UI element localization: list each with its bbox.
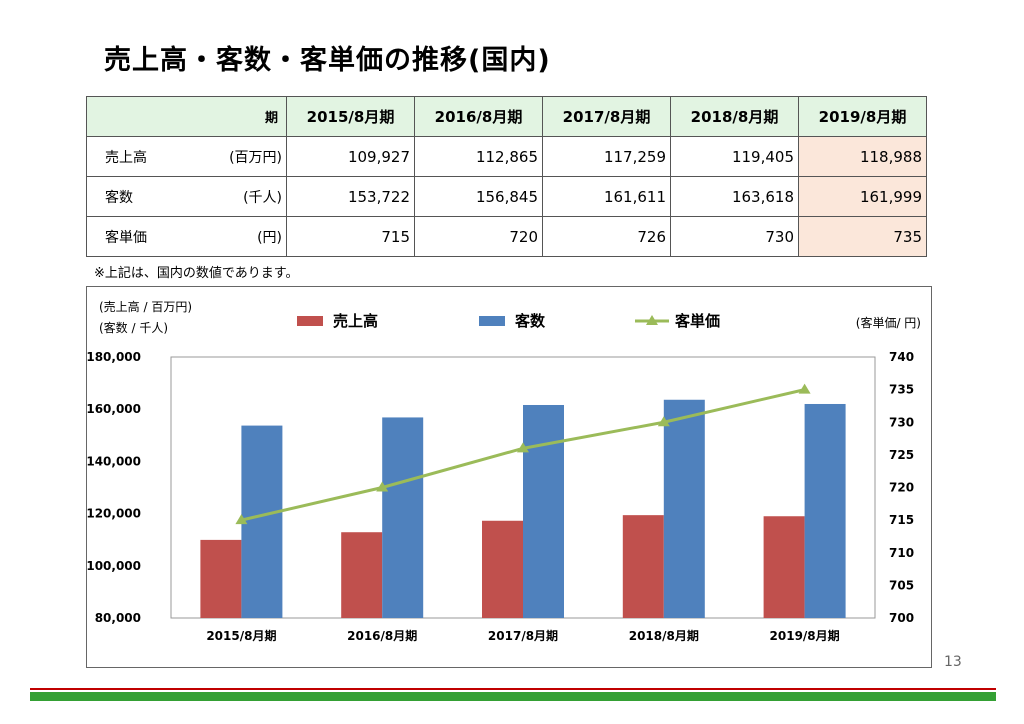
bar-sales: [763, 516, 805, 618]
right-tick-label: 700: [889, 611, 914, 625]
right-tick-label: 730: [889, 415, 914, 429]
summary-table: 期 2015/8月期 2016/8月期 2017/8月期 2018/8月期 20…: [86, 96, 927, 257]
table-cell: 161,611: [542, 176, 671, 217]
unit-price-point: [798, 383, 811, 394]
bar-sales: [341, 532, 383, 618]
right-tick-label: 735: [889, 383, 914, 397]
bar-customers: [241, 425, 283, 618]
left-tick-label: 160,000: [87, 402, 141, 416]
page-number: 13: [944, 654, 962, 670]
column-header: 2019/8月期: [798, 96, 927, 137]
left-axis-label-line2: (客数 / 千人): [99, 320, 168, 335]
bar-series: [200, 399, 846, 618]
legend-label: 売上高: [333, 312, 378, 330]
row-label: 客数: [105, 189, 133, 206]
chart-container: (売上高 / 百万円) (客数 / 千人) (客単価/ 円) 売上高 客数 客単価 …: [86, 286, 932, 668]
row-unit: (千人): [243, 189, 282, 206]
row-label-cell: 客単価 (円): [86, 216, 287, 257]
unit-price-point: [517, 442, 529, 453]
legend-label: 客単価: [674, 312, 720, 330]
legend-marker: [646, 315, 658, 325]
x-tick-label: 2017/8月期: [488, 628, 558, 643]
right-tick-label: 710: [889, 546, 914, 560]
bar-sales: [482, 520, 523, 618]
column-header: 2017/8月期: [542, 96, 671, 137]
row-unit: (百万円): [229, 149, 282, 166]
table-cell: 720: [414, 216, 543, 257]
bar-sales: [622, 515, 664, 618]
bar-customers: [663, 399, 705, 618]
table-cell: 715: [286, 216, 415, 257]
x-tick-label: 2019/8月期: [770, 628, 840, 643]
table-header-row: 期 2015/8月期 2016/8月期 2017/8月期 2018/8月期 20…: [86, 96, 927, 137]
right-tick-label: 725: [889, 448, 914, 462]
bar-customers: [804, 403, 846, 618]
left-axis-label-line1: (売上高 / 百万円): [99, 299, 192, 314]
row-unit: (円): [257, 229, 282, 246]
table-cell: 163,618: [670, 176, 799, 217]
row-label: 売上高: [105, 149, 147, 166]
left-tick-label: 80,000: [95, 611, 141, 625]
left-axis: 80,000 100,000 120,000 140,000 160,000 180,00…: [86, 350, 141, 625]
left-tick-label: 180,000: [87, 350, 141, 364]
bar-customers: [382, 417, 424, 618]
left-tick-label: 120,000: [87, 507, 141, 521]
left-tick-label: 100,000: [87, 559, 141, 573]
table-cell-highlighted: 118,988: [798, 136, 927, 177]
unit-price-point: [657, 416, 670, 427]
table-row-unit-price: 客単価 (円) 715 720 726 730 735: [86, 216, 927, 257]
combo-chart: (売上高 / 百万円) (客数 / 千人) (客単価/ 円) 売上高 客数 客単価 …: [86, 299, 921, 643]
table-cell-highlighted: 735: [798, 216, 927, 257]
footer-red-rule: [30, 688, 996, 690]
table-cell: 153,722: [286, 176, 415, 217]
unit-price-point: [235, 514, 248, 525]
row-label: 客単価: [105, 229, 147, 246]
table-cell: 109,927: [286, 136, 415, 177]
left-tick-label: 140,000: [87, 454, 141, 468]
right-axis: 700 705 710 715 720 725 730 735 740: [889, 350, 914, 625]
table-cell: 119,405: [670, 136, 799, 177]
x-tick-label: 2016/8月期: [347, 628, 417, 643]
x-axis: 2015/8月期 2016/8月期 2017/8月期 2018/8月期 2019/8月期: [206, 628, 839, 643]
right-tick-label: 720: [889, 481, 914, 495]
table-cell: 730: [670, 216, 799, 257]
table-footnote: ※上記は、国内の数値であります。: [94, 266, 299, 281]
table-row-customers: 客数 (千人) 153,722 156,845 161,611 163,618 …: [86, 176, 927, 217]
right-tick-label: 705: [889, 578, 914, 592]
table-corner-header: 期: [86, 96, 287, 137]
column-header: 2015/8月期: [286, 96, 415, 137]
legend-swatch: [479, 316, 505, 326]
right-tick-label: 715: [889, 513, 914, 527]
table-cell: 117,259: [542, 136, 671, 177]
row-label-cell: 客数 (千人): [86, 176, 287, 217]
table-row-sales: 売上高 (百万円) 109,927 112,865 117,259 119,40…: [86, 136, 927, 177]
legend-swatch: [297, 316, 323, 326]
bar-customers: [523, 404, 564, 618]
column-header: 2016/8月期: [414, 96, 543, 137]
table-cell: 156,845: [414, 176, 543, 217]
table-cell: 112,865: [414, 136, 543, 177]
x-tick-label: 2015/8月期: [206, 628, 276, 643]
table-cell: 726: [542, 216, 671, 257]
right-axis-label: (客単価/ 円): [856, 315, 921, 330]
legend-label: 客数: [514, 312, 546, 330]
column-header: 2018/8月期: [670, 96, 799, 137]
line-series: [235, 383, 811, 525]
legend: 売上高 客数 客単価: [297, 312, 720, 330]
page-title: 売上高・客数・客単価の推移(国内): [104, 45, 551, 76]
bar-sales: [200, 539, 242, 618]
unit-price-point: [376, 481, 389, 492]
x-tick-label: 2018/8月期: [629, 628, 699, 643]
footer-green-rule: [30, 692, 996, 701]
right-tick-label: 740: [889, 350, 914, 364]
row-label-cell: 売上高 (百万円): [86, 136, 287, 177]
table-cell-highlighted: 161,999: [798, 176, 927, 217]
